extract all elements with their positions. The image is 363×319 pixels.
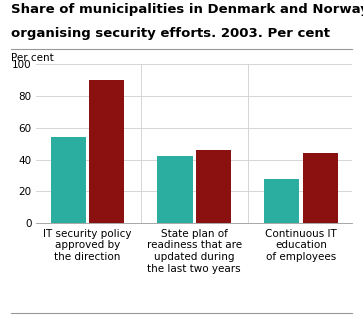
Bar — [158, 156, 193, 223]
Text: Per cent: Per cent — [11, 53, 54, 63]
Bar — [264, 179, 299, 223]
Bar — [89, 80, 124, 223]
Text: organising security efforts. 2003. Per cent: organising security efforts. 2003. Per c… — [11, 27, 330, 40]
Bar — [51, 137, 86, 223]
Bar — [196, 150, 231, 223]
Bar — [302, 153, 338, 223]
Text: Share of municipalities in Denmark and Norway with: Share of municipalities in Denmark and N… — [11, 3, 363, 16]
